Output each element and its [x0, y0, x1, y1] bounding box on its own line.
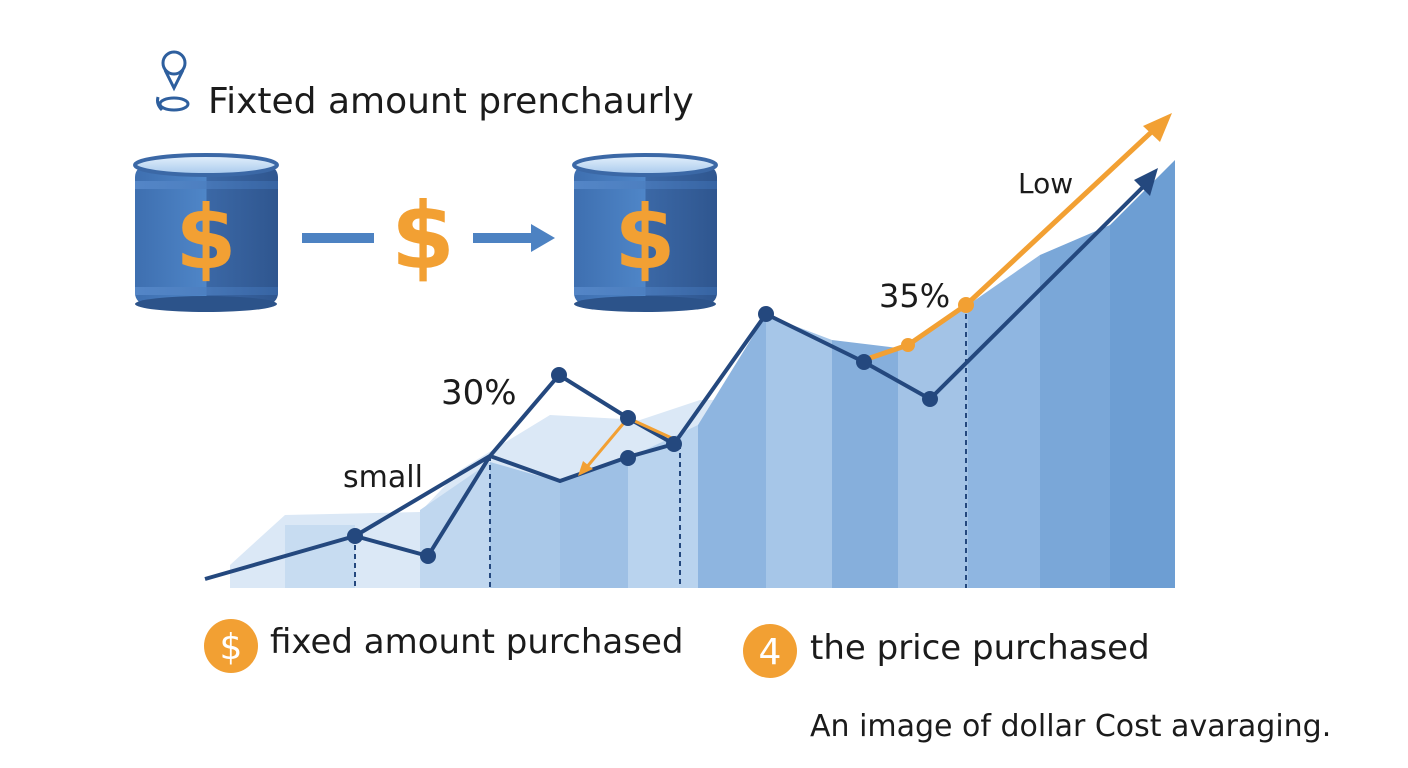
price-point	[620, 410, 636, 426]
chart-column	[285, 525, 355, 588]
chart-column	[1110, 160, 1175, 588]
legend-badge-number: 4	[759, 632, 782, 673]
label-small: small	[343, 460, 423, 495]
left-coin-can: $	[133, 153, 279, 312]
label-35-percent: 35%	[879, 277, 950, 315]
chart-column	[766, 315, 832, 588]
orange-trend-arrowhead	[1143, 113, 1172, 142]
chart-column	[560, 458, 628, 588]
chart-column	[698, 315, 766, 588]
flow-arrow-icon	[473, 224, 555, 252]
price-point	[620, 450, 636, 466]
orange-trend-line	[869, 122, 1162, 361]
price-point	[420, 548, 436, 564]
legend-item-price: 4 the price purchased	[743, 624, 1150, 678]
orange-point	[901, 338, 915, 352]
orange-down-arrow	[578, 416, 677, 476]
orange-point	[958, 297, 974, 313]
label-30-percent: 30%	[441, 373, 517, 413]
legend-item-fixed-amount: $ fixed amount purchased	[204, 619, 683, 673]
legend-label-fixed-amount: fixed amount purchased	[270, 622, 683, 662]
legend-label-price: the price purchased	[810, 628, 1150, 668]
price-point	[922, 391, 938, 407]
right-coin-can: $	[572, 153, 718, 312]
chart-column	[898, 305, 968, 588]
caption: An image of dollar Cost avaraging.	[810, 709, 1331, 744]
left-can-dollar: $	[175, 186, 236, 289]
price-point	[758, 306, 774, 322]
dollar-badge-icon	[204, 619, 258, 673]
header-title: Fixted amount prenchaurly	[208, 81, 694, 122]
right-can-dollar: $	[614, 186, 675, 289]
chart-column	[968, 255, 1040, 588]
price-point	[856, 354, 872, 370]
chart-column	[832, 340, 898, 588]
header-pin-icon	[156, 50, 190, 112]
number-badge-icon	[743, 624, 797, 678]
flow-dash	[302, 233, 374, 243]
flow-dollar: $	[391, 183, 455, 290]
legend-badge-dollar: $	[220, 627, 243, 668]
chart-area: small 30% 35% Low	[204, 113, 1175, 588]
chart-column	[1040, 225, 1110, 588]
chart-column	[490, 462, 560, 588]
label-low: Low	[1018, 167, 1073, 200]
price-point	[666, 436, 682, 452]
price-point	[551, 367, 567, 383]
price-point	[347, 528, 363, 544]
chart-column	[420, 462, 490, 588]
price-line-arrowhead	[1134, 168, 1158, 196]
